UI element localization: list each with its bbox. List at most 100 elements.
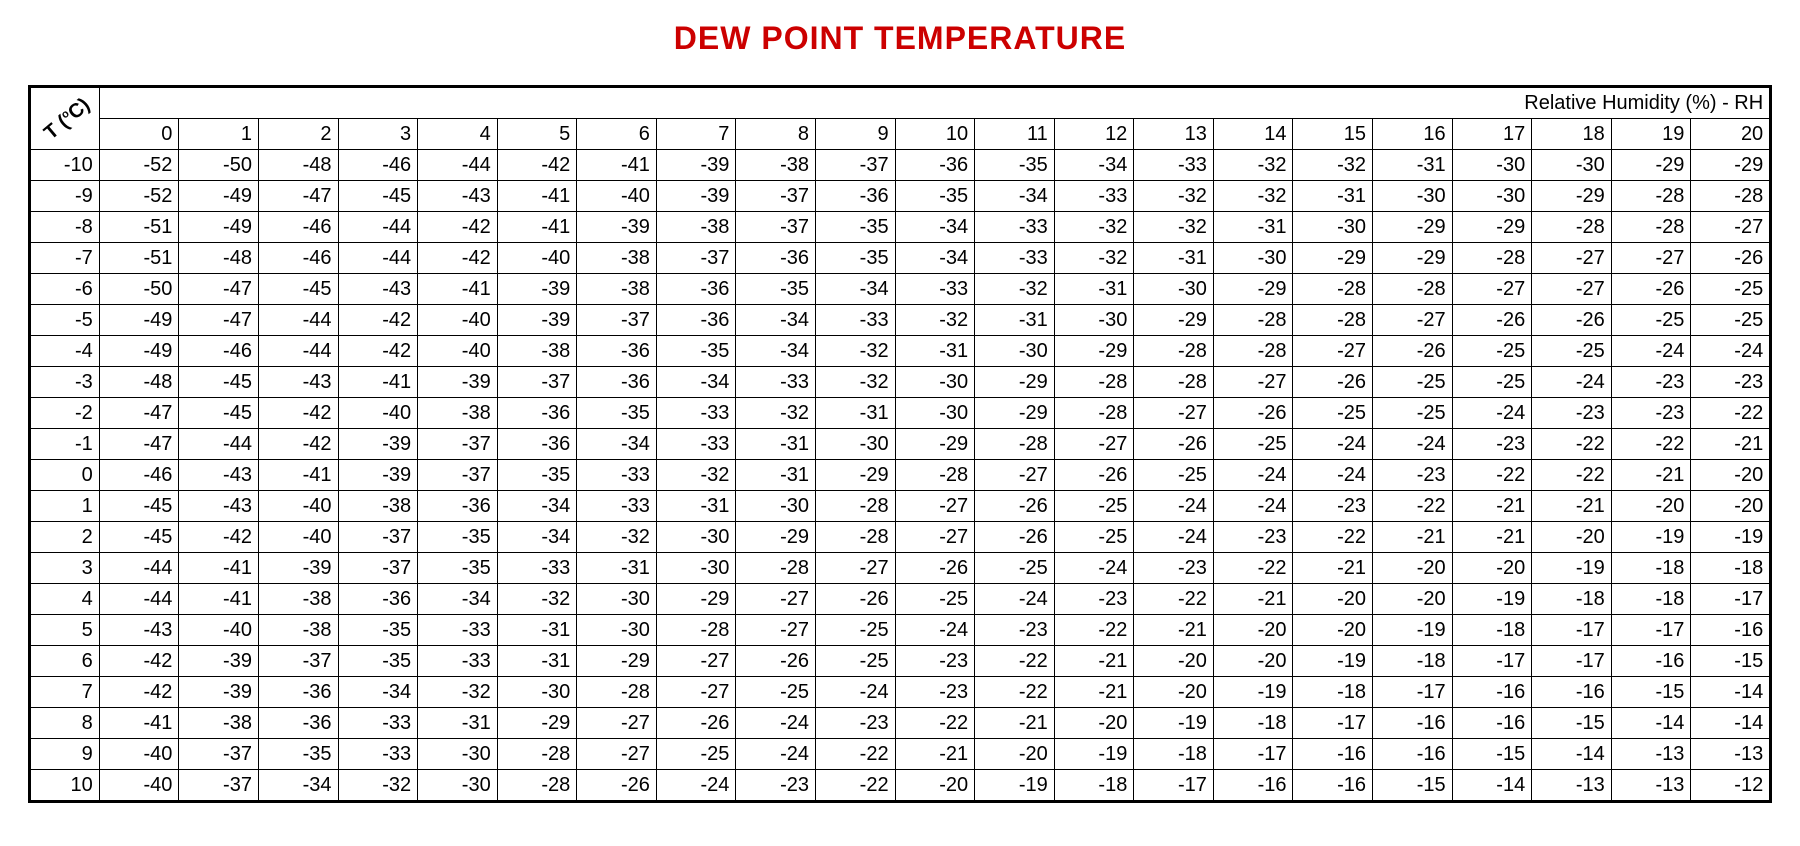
data-cell: -27 — [1054, 429, 1134, 460]
data-cell: -44 — [338, 212, 418, 243]
data-cell: -36 — [258, 677, 338, 708]
data-cell: -27 — [1134, 398, 1214, 429]
column-header: 14 — [1213, 119, 1293, 150]
data-cell: -27 — [1611, 243, 1691, 274]
data-cell: -16 — [1373, 739, 1453, 770]
data-cell: -30 — [975, 336, 1055, 367]
data-cell: -17 — [1452, 646, 1532, 677]
data-cell: -17 — [1373, 677, 1453, 708]
data-cell: -16 — [1293, 739, 1373, 770]
data-cell: -28 — [1611, 212, 1691, 243]
data-cell: -42 — [179, 522, 259, 553]
data-cell: -28 — [1293, 305, 1373, 336]
data-cell: -34 — [338, 677, 418, 708]
data-cell: -31 — [1054, 274, 1134, 305]
data-cell: -38 — [338, 491, 418, 522]
data-cell: -32 — [497, 584, 577, 615]
data-cell: -22 — [1532, 429, 1612, 460]
data-cell: -42 — [497, 150, 577, 181]
table-row: -6-50-47-45-43-41-39-38-36-35-34-33-32-3… — [29, 274, 1770, 305]
column-header: 5 — [497, 119, 577, 150]
data-cell: -21 — [1054, 646, 1134, 677]
row-header: 10 — [29, 770, 99, 802]
data-cell: -25 — [1373, 398, 1453, 429]
data-cell: -31 — [1373, 150, 1453, 181]
data-cell: -42 — [418, 212, 498, 243]
data-cell: -49 — [99, 305, 179, 336]
data-cell: -36 — [338, 584, 418, 615]
data-cell: -42 — [338, 336, 418, 367]
data-cell: -45 — [338, 181, 418, 212]
data-cell: -21 — [1691, 429, 1771, 460]
data-cell: -28 — [656, 615, 736, 646]
data-cell: -30 — [895, 398, 975, 429]
data-cell: -47 — [179, 305, 259, 336]
column-header: 7 — [656, 119, 736, 150]
table-row: -9-52-49-47-45-43-41-40-39-37-36-35-34-3… — [29, 181, 1770, 212]
data-cell: -27 — [736, 584, 816, 615]
table-row: 2-45-42-40-37-35-34-32-30-29-28-27-26-25… — [29, 522, 1770, 553]
data-cell: -19 — [1213, 677, 1293, 708]
data-cell: -42 — [258, 398, 338, 429]
data-cell: -21 — [1452, 522, 1532, 553]
data-cell: -21 — [1293, 553, 1373, 584]
row-header: 4 — [29, 584, 99, 615]
data-cell: -37 — [418, 460, 498, 491]
table-row: 4-44-41-38-36-34-32-30-29-27-26-25-24-23… — [29, 584, 1770, 615]
data-cell: -34 — [736, 336, 816, 367]
data-cell: -29 — [1054, 336, 1134, 367]
data-cell: -40 — [577, 181, 657, 212]
data-cell: -16 — [1611, 646, 1691, 677]
data-cell: -28 — [1373, 274, 1453, 305]
data-cell: -15 — [1452, 739, 1532, 770]
data-cell: -38 — [656, 212, 736, 243]
data-cell: -25 — [1293, 398, 1373, 429]
data-cell: -37 — [418, 429, 498, 460]
data-cell: -44 — [99, 584, 179, 615]
table-row: 0-46-43-41-39-37-35-33-32-31-29-28-27-26… — [29, 460, 1770, 491]
data-cell: -22 — [1134, 584, 1214, 615]
data-cell: -30 — [418, 770, 498, 802]
data-cell: -35 — [895, 181, 975, 212]
data-cell: -12 — [1691, 770, 1771, 802]
data-cell: -24 — [736, 708, 816, 739]
data-cell: -26 — [1213, 398, 1293, 429]
data-cell: -16 — [1452, 677, 1532, 708]
data-cell: -31 — [1213, 212, 1293, 243]
data-cell: -21 — [1134, 615, 1214, 646]
data-cell: -29 — [975, 367, 1055, 398]
data-cell: -24 — [816, 677, 896, 708]
data-cell: -25 — [1134, 460, 1214, 491]
data-cell: -36 — [497, 398, 577, 429]
data-cell: -20 — [975, 739, 1055, 770]
data-cell: -17 — [1213, 739, 1293, 770]
column-header: 9 — [816, 119, 896, 150]
table-row: -7-51-48-46-44-42-40-38-37-36-35-34-33-3… — [29, 243, 1770, 274]
data-cell: -41 — [497, 181, 577, 212]
data-cell: -22 — [1452, 460, 1532, 491]
data-cell: -43 — [338, 274, 418, 305]
data-cell: -33 — [418, 615, 498, 646]
data-cell: -36 — [418, 491, 498, 522]
data-cell: -25 — [1213, 429, 1293, 460]
data-cell: -38 — [577, 274, 657, 305]
data-cell: -46 — [179, 336, 259, 367]
data-cell: -35 — [577, 398, 657, 429]
data-cell: -29 — [1373, 243, 1453, 274]
column-header: 2 — [258, 119, 338, 150]
data-cell: -20 — [1134, 677, 1214, 708]
data-cell: -32 — [577, 522, 657, 553]
column-header: 3 — [338, 119, 418, 150]
data-cell: -23 — [1691, 367, 1771, 398]
data-cell: -32 — [1213, 181, 1293, 212]
data-cell: -45 — [99, 522, 179, 553]
data-cell: -28 — [1532, 212, 1612, 243]
data-cell: -39 — [258, 553, 338, 584]
row-header: -1 — [29, 429, 99, 460]
data-cell: -32 — [1293, 150, 1373, 181]
data-cell: -34 — [577, 429, 657, 460]
data-cell: -22 — [1611, 429, 1691, 460]
data-cell: -20 — [1611, 491, 1691, 522]
table-row: 8-41-38-36-33-31-29-27-26-24-23-22-21-20… — [29, 708, 1770, 739]
data-cell: -34 — [418, 584, 498, 615]
